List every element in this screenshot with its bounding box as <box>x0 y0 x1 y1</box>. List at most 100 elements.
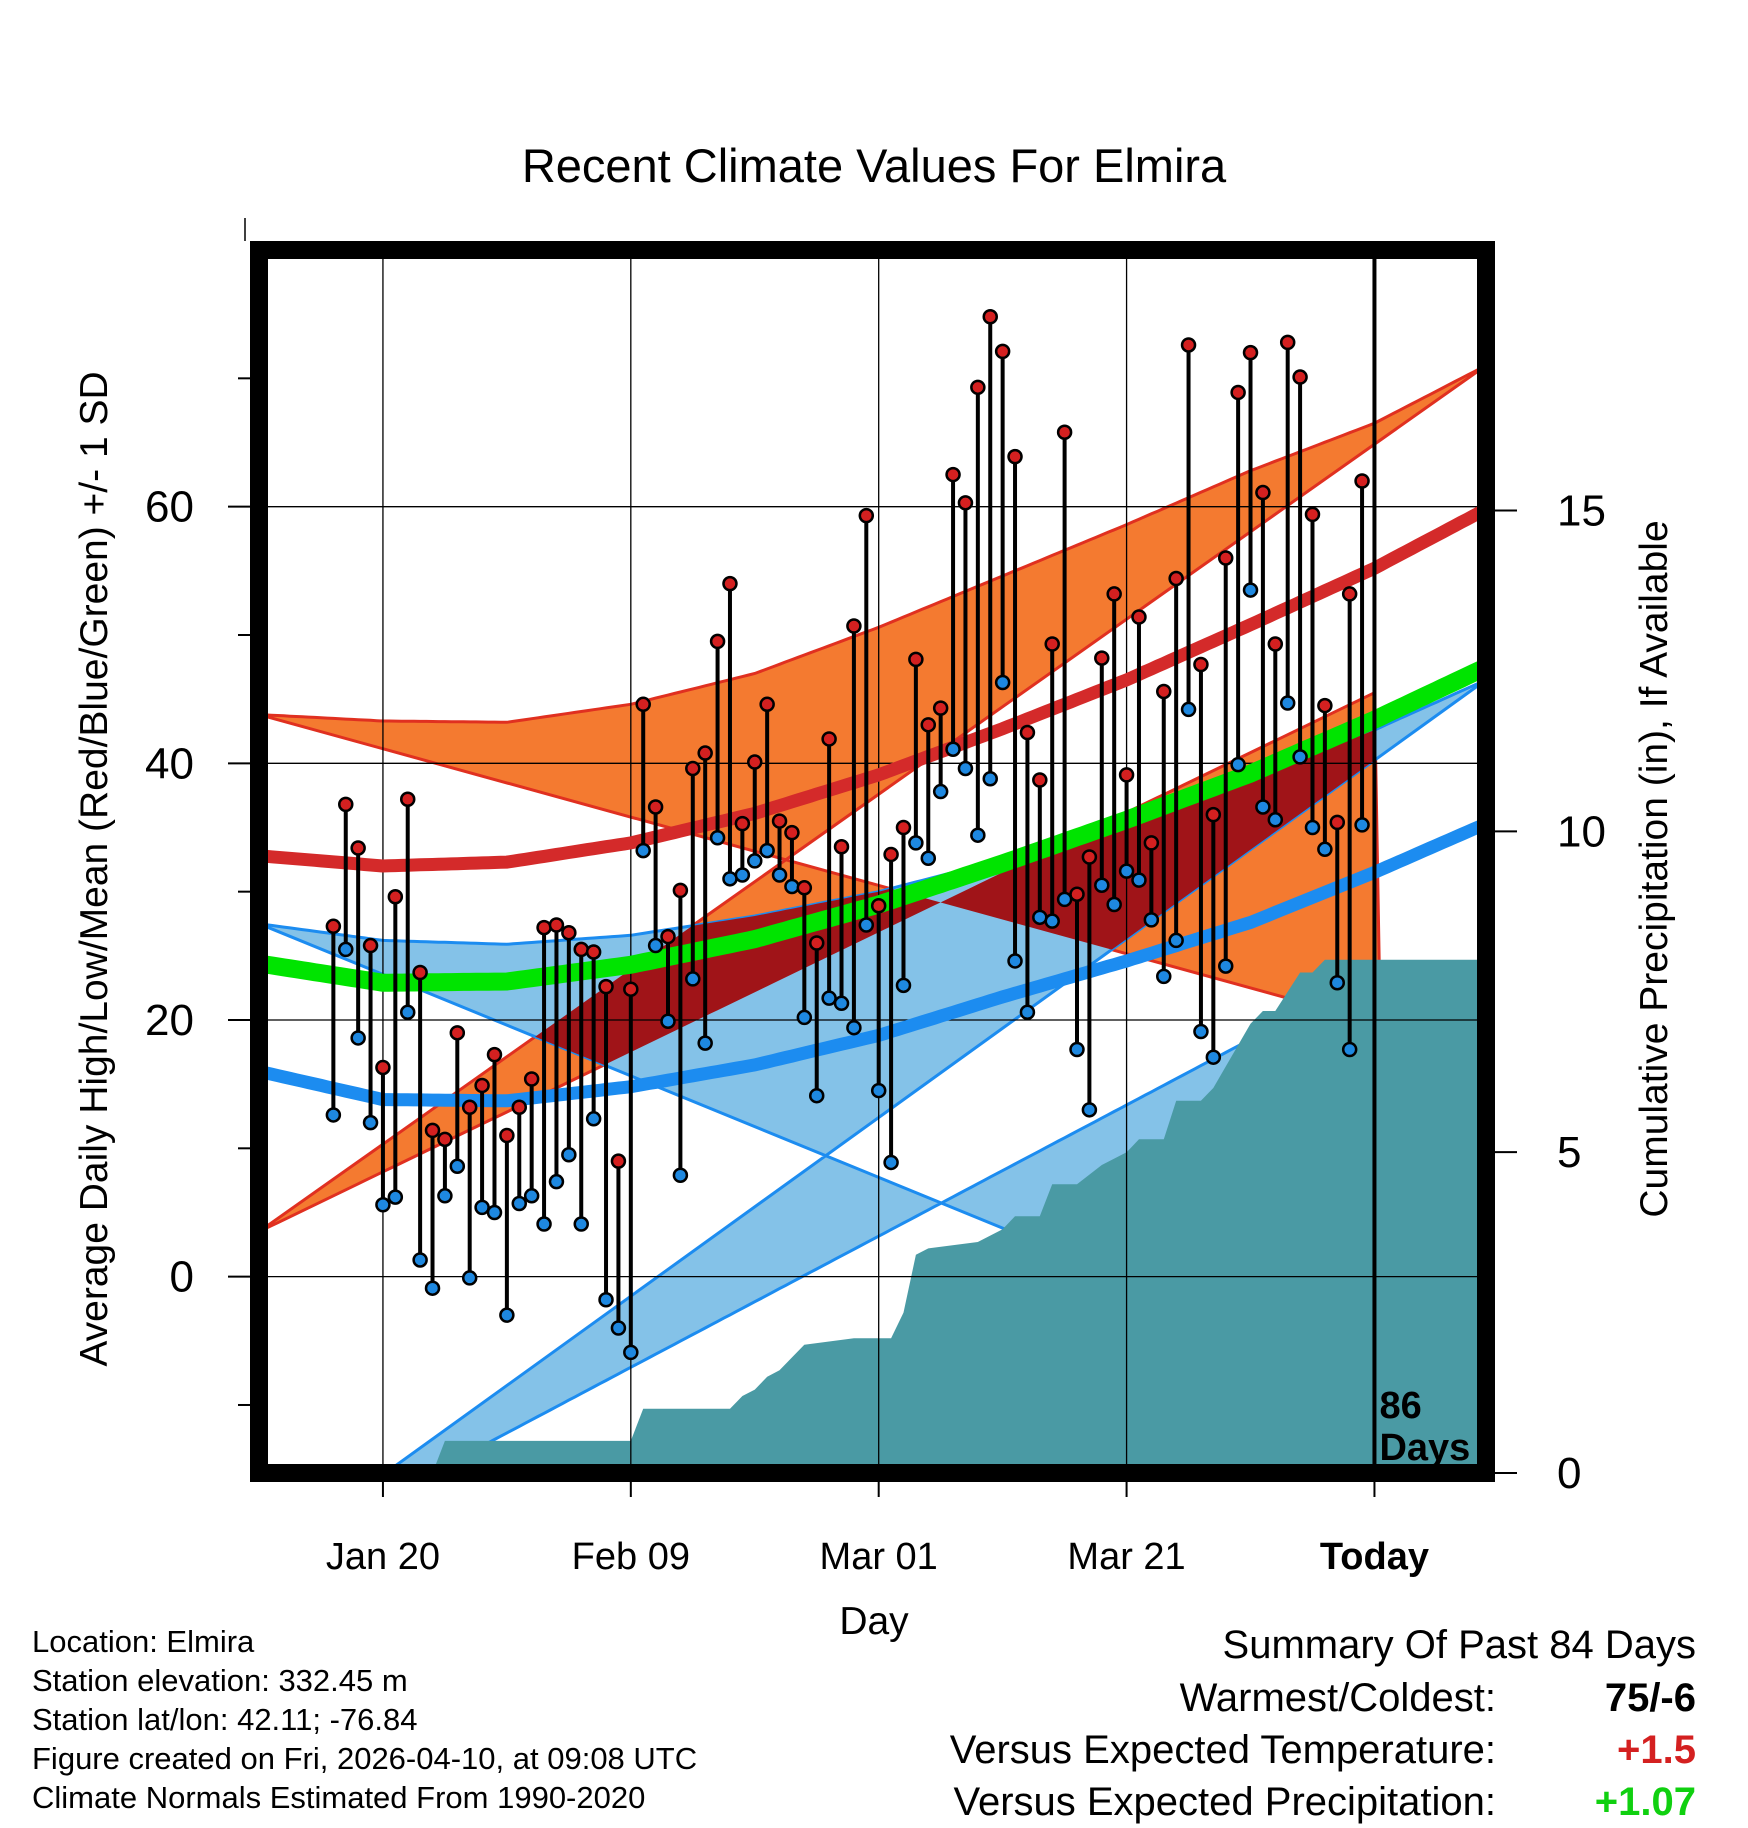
observed-high-point <box>846 618 862 634</box>
observed-high-point <box>982 308 998 325</box>
y-left-tick-label: 0 <box>170 1253 194 1302</box>
y-left-tick-label: 20 <box>145 996 194 1045</box>
y-axis-right-title: Cumulative Precipitation (in), If Availa… <box>1633 520 1676 1217</box>
observed-low-point <box>1168 932 1184 949</box>
observed-high-point <box>536 919 552 936</box>
y-left-tick-label: 60 <box>145 483 194 532</box>
created-text: Figure created on Fri, 2026-04-10, at 09… <box>32 1741 698 1776</box>
x-axis-title: Day <box>839 1600 909 1643</box>
x-tick-label: Today <box>1320 1536 1429 1578</box>
observed-low-point <box>548 1173 565 1190</box>
observed-low-point <box>660 1013 676 1030</box>
observed-high-point <box>561 924 577 941</box>
observed-high-point <box>1056 424 1073 440</box>
latlon-text: Station lat/lon: 42.11; -76.84 <box>32 1702 418 1737</box>
observed-high-point <box>883 846 899 863</box>
observed-high-point <box>387 889 404 905</box>
observed-high-point <box>338 796 354 813</box>
observed-low-point <box>697 1035 713 1051</box>
observed-low-point <box>1242 582 1259 598</box>
observed-low-point <box>1217 958 1234 974</box>
observed-low-point <box>908 835 924 851</box>
observed-high-point <box>1193 656 1209 673</box>
summary-warmest-row: Warmest/Coldest: 75/-6 <box>796 1672 1696 1724</box>
observed-high-point <box>635 696 651 713</box>
observed-values <box>325 308 1370 1361</box>
observed-low-point <box>771 867 788 883</box>
observed-high-point <box>1081 849 1098 865</box>
precipitation-area <box>259 959 1486 1473</box>
observed-low-point <box>387 1189 404 1205</box>
observed-high-point <box>424 1122 441 1139</box>
warmest-value: 75/-6 <box>1604 1676 1696 1720</box>
observed-low-point <box>1069 1041 1085 1058</box>
observed-low-point <box>1279 695 1296 711</box>
observed-low-point <box>325 1107 342 1123</box>
observed-high-point <box>1304 506 1321 523</box>
observed-low-point <box>598 1292 614 1308</box>
observed-low-point <box>437 1188 453 1204</box>
observed-low-point <box>1317 841 1333 858</box>
observed-low-point <box>623 1344 639 1361</box>
y-right-tick-label: 15 <box>1557 487 1606 536</box>
observed-high-point <box>1267 636 1284 652</box>
observed-low-point <box>722 871 738 887</box>
observed-low-point <box>511 1195 528 1212</box>
observed-low-point <box>412 1252 428 1268</box>
summary-title: Summary Of Past 84 Days <box>1222 1623 1696 1667</box>
observed-high-point <box>734 815 751 832</box>
observed-low-point <box>1118 863 1135 879</box>
observed-high-point <box>598 978 614 995</box>
observed-high-point <box>523 1071 540 1087</box>
observed-low-point <box>1267 812 1284 828</box>
observed-low-point <box>610 1320 627 1336</box>
y-axis-left-title: Average Daily High/Low/Mean (Red/Blue/Gr… <box>73 371 116 1366</box>
observed-low-point <box>759 842 775 859</box>
observed-low-point <box>573 1216 589 1232</box>
warmest-label: Warmest/Coldest: <box>1179 1676 1496 1720</box>
observed-high-point <box>1341 586 1358 602</box>
observed-low-point <box>1007 953 1023 969</box>
observed-low-point <box>784 878 800 895</box>
observed-high-point <box>573 941 589 958</box>
observed-low-point <box>561 1146 577 1163</box>
observed-low-point <box>1193 1023 1209 1040</box>
observed-high-point <box>1106 586 1122 602</box>
observed-low-point <box>449 1158 466 1175</box>
observed-low-point <box>994 674 1011 691</box>
normals-text: Climate Normals Estimated From 1990-2020 <box>32 1780 646 1815</box>
observed-low-point <box>895 977 912 994</box>
temp-departure-label: Versus Expected Temperature: <box>949 1728 1496 1772</box>
observed-low-point <box>635 842 651 859</box>
observed-low-point <box>747 853 763 869</box>
observed-high-point <box>1094 650 1110 666</box>
observed-high-point <box>697 745 713 761</box>
axes: Jan 20 Feb 09 Mar 01 Mar 21 Today 0 20 40 60 0 5 10… <box>145 218 1606 1578</box>
observed-high-point <box>722 575 738 592</box>
y-right-tick-label: 0 <box>1557 1449 1581 1498</box>
x-tick-label: Mar 21 <box>1067 1536 1185 1578</box>
today-marker: 86 Days <box>1372 250 1470 1473</box>
observed-high-point <box>375 1059 391 1076</box>
observed-high-point <box>399 791 416 808</box>
observed-low-point <box>734 867 751 883</box>
observed-high-point <box>660 928 676 945</box>
observed-low-point <box>1044 913 1060 929</box>
observed-high-point <box>970 379 986 396</box>
observed-low-point <box>858 917 875 933</box>
observed-high-point <box>1168 570 1184 587</box>
observed-high-point <box>771 813 788 829</box>
normal-high-line <box>259 503 1486 873</box>
observed-low-point <box>523 1188 540 1204</box>
observed-low-point <box>1094 877 1110 893</box>
observed-high-point <box>1118 767 1135 783</box>
observed-high-point <box>1019 724 1036 741</box>
observed-low-point <box>685 971 701 987</box>
elevation-text: Station elevation: 332.45 m <box>32 1663 408 1698</box>
observed-high-point <box>870 898 887 914</box>
observed-high-point <box>1156 683 1172 700</box>
observed-low-point <box>424 1280 441 1296</box>
observed-low-point <box>399 1004 416 1021</box>
observed-high-point <box>486 1046 503 1063</box>
